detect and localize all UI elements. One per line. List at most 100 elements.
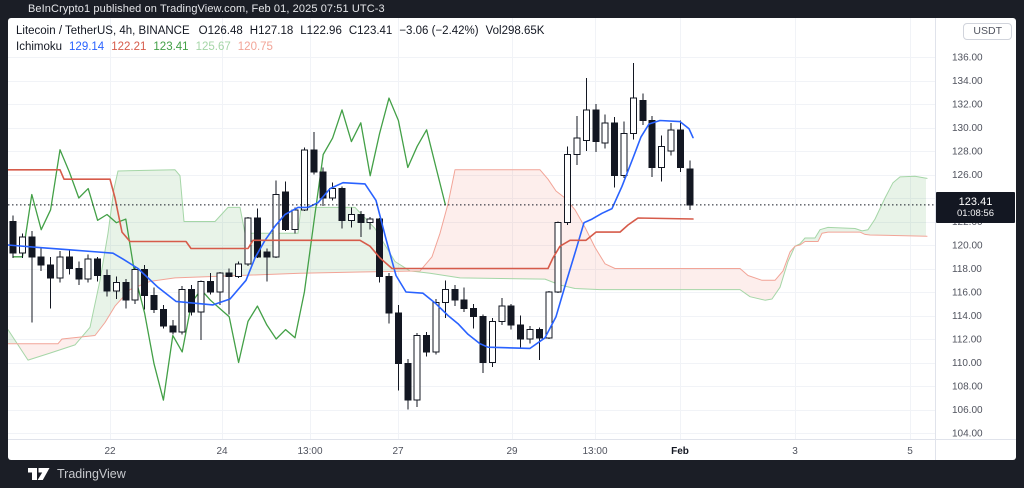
price-tick-label: 120.00 [952, 241, 983, 252]
candle-up [300, 147, 308, 211]
candle-up [432, 299, 440, 355]
time-tick-label: 27 [392, 446, 404, 457]
candle-down [319, 167, 327, 207]
price-tick-label: 130.00 [952, 123, 983, 134]
candle-up [272, 180, 280, 258]
candle-up [235, 261, 243, 278]
candle-down [253, 208, 261, 258]
candle-down [376, 217, 384, 283]
candle-down [592, 104, 600, 153]
bar-countdown: 01:08:56 [957, 207, 994, 219]
candle-up [488, 317, 496, 368]
price-tick-label: 108.00 [952, 382, 983, 393]
time-tick-label: 13:00 [297, 446, 322, 457]
candle-down [103, 269, 111, 297]
time-tick-label: Feb [671, 446, 689, 457]
price-tick-label: 110.00 [952, 358, 982, 369]
indicator-value: 122.21 [111, 41, 147, 53]
cloud-red-segment [412, 169, 794, 301]
tradingview-brand-text[interactable]: TradingView [57, 467, 126, 481]
tradingview-logo-icon[interactable] [28, 467, 50, 481]
candle-down [394, 304, 402, 391]
price-chart[interactable]: 136.00134.00132.00130.00128.00126.00124.… [8, 18, 1016, 460]
candle-down [423, 331, 431, 357]
senkou-span-a-line [8, 169, 928, 361]
candle-down [206, 273, 214, 295]
time-tick-label: 3 [792, 446, 798, 457]
cloud-red-segment [18, 337, 80, 361]
price-tick-label: 132.00 [952, 100, 983, 111]
candle-down [639, 93, 647, 126]
candle-up [347, 207, 355, 228]
candle-down [75, 261, 83, 285]
price-tick-label: 134.00 [952, 76, 983, 87]
candle-down [310, 132, 318, 175]
candle-down [122, 279, 130, 309]
candle-down [479, 314, 487, 374]
candle-down [385, 273, 393, 324]
candle-up [84, 254, 92, 283]
header-bar: BeInCrypto1 published on TradingView.com… [0, 0, 1024, 18]
candle-down [47, 256, 55, 309]
indicator-values: 129.14 122.21 123.41 125.67 120.75 [69, 39, 280, 55]
candle-up [366, 216, 374, 230]
price-tick-label: 136.00 [952, 53, 983, 64]
chart-legend: Litecoin / TetherUS, 4h, BINANCE O126.48… [16, 23, 544, 55]
candle-down [507, 303, 515, 330]
candles [9, 62, 694, 410]
candle-up [667, 122, 675, 156]
time-tick-label: 13:00 [582, 446, 607, 457]
candle-down [225, 268, 233, 315]
candle-up [564, 146, 572, 226]
ohlc-open: O126.48 [198, 25, 243, 37]
candle-up [216, 272, 224, 305]
price-tick-label: 116.00 [952, 288, 982, 299]
candle-up [329, 182, 337, 201]
candle-down [28, 230, 36, 323]
candle-up [291, 207, 299, 234]
symbol-title: Litecoin / TetherUS, 4h, BINANCE [16, 25, 190, 37]
candle-down [65, 249, 73, 275]
candle-down [357, 210, 365, 237]
ohlc-low: L122.96 [300, 25, 342, 37]
price-tick-label: 112.00 [952, 335, 982, 346]
candle-down [470, 303, 478, 329]
candle-up [112, 276, 120, 300]
price-axis-labels: 136.00134.00132.00130.00128.00126.00124.… [952, 53, 983, 440]
candle-up [178, 286, 186, 335]
candle-up [413, 333, 421, 408]
cloud-green-segment [796, 176, 926, 246]
candle-up [56, 250, 64, 283]
indicator-value: 125.67 [195, 41, 231, 53]
symbol-legend-row[interactable]: Litecoin / TetherUS, 4h, BINANCE O126.48… [16, 23, 544, 39]
candle-down [188, 284, 196, 316]
indicator-value: 120.75 [237, 41, 273, 53]
candle-down [648, 115, 656, 177]
candle-up [554, 221, 562, 294]
price-tick-label: 106.00 [952, 405, 983, 416]
axis-separators [8, 18, 1016, 460]
candle-down [451, 284, 459, 307]
candle-down [676, 120, 684, 173]
indicator-legend-row[interactable]: Ichimoku 129.14 122.21 123.41 125.67 120.75 [16, 39, 544, 55]
candle-up [131, 266, 139, 304]
candle-up [244, 216, 252, 267]
ohlc-close: C123.41 [348, 25, 393, 37]
candle-up [620, 121, 628, 179]
price-tick-label: 126.00 [952, 170, 983, 181]
candle-down [169, 320, 177, 335]
candle-up [526, 326, 534, 344]
currency-label: USDT [973, 25, 1002, 37]
indicator-value: 129.14 [69, 41, 105, 53]
indicator-value: 123.41 [153, 41, 189, 53]
currency-toggle-button[interactable]: USDT [963, 23, 1012, 40]
candle-down [150, 287, 158, 314]
price-tick-label: 118.00 [952, 264, 982, 275]
header-attribution-text: BeInCrypto1 published on TradingView.com… [28, 3, 385, 15]
tenkan-sen-line [8, 119, 694, 350]
candle-up [573, 115, 581, 166]
candle-down [141, 264, 149, 310]
candle-down [282, 181, 290, 231]
candle-up [197, 280, 205, 341]
ohlc-high: H127.18 [249, 25, 294, 37]
